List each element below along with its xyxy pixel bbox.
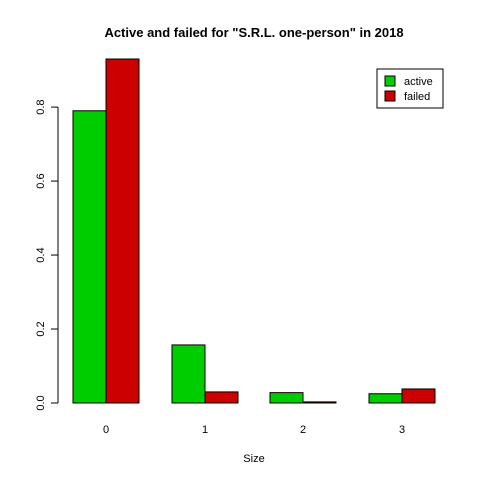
- y-tick-label: 0.8: [35, 99, 47, 114]
- legend-swatch-failed: [384, 90, 396, 102]
- bar-failed-3: [401, 388, 436, 404]
- bar-active-1: [171, 344, 206, 404]
- legend: active failed: [376, 68, 444, 109]
- x-tick-label: 3: [399, 424, 405, 436]
- x-tick-label: 2: [300, 424, 306, 436]
- legend-label-active: active: [404, 76, 433, 88]
- bar-active-3: [368, 393, 403, 404]
- bar-failed-1: [204, 391, 239, 404]
- bar-active-2: [269, 392, 304, 404]
- y-tick-label: 0.2: [35, 321, 47, 336]
- x-tick-label: 1: [202, 424, 208, 436]
- bars-group: [72, 58, 436, 404]
- legend-swatch-active: [384, 75, 396, 87]
- y-axis: 0.0 0.2 0.4 0.6 0.8: [35, 99, 59, 411]
- legend-label-failed: failed: [404, 91, 430, 103]
- chart-title: Active and failed for "S.R.L. one-person…: [104, 25, 403, 40]
- bar-failed-0: [105, 58, 140, 404]
- x-tick-labels: 0 1 2 3: [103, 424, 405, 436]
- x-axis-label: Size: [243, 453, 264, 465]
- y-tick-label: 0.0: [35, 395, 47, 410]
- bar-failed-2: [302, 401, 337, 404]
- y-tick-label: 0.4: [35, 247, 47, 262]
- x-tick-label: 0: [103, 424, 109, 436]
- y-tick-label: 0.6: [35, 173, 47, 188]
- bar-active-0: [72, 110, 107, 404]
